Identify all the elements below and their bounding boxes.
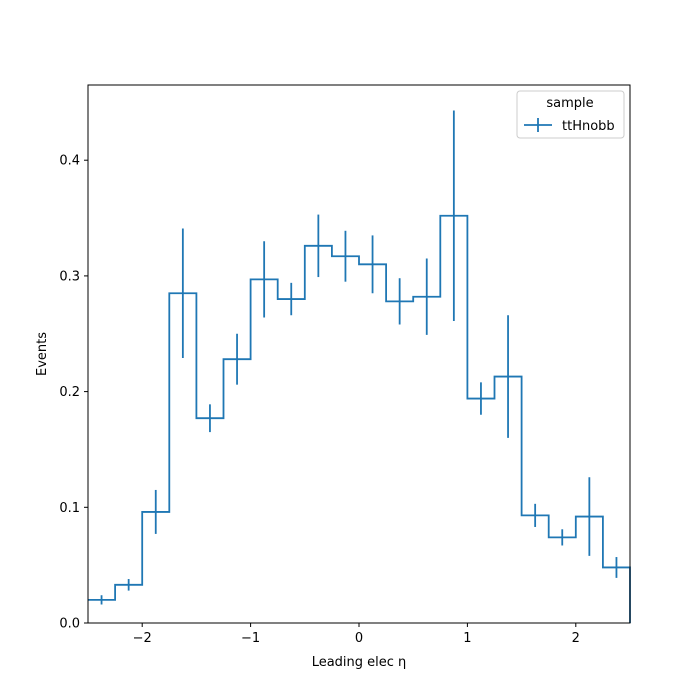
y-axis-label: Events (35, 332, 50, 376)
x-tick-label: −2 (133, 631, 152, 646)
x-tick-label: 0 (355, 631, 363, 646)
y-tick-label: 0.1 (59, 501, 80, 516)
y-tick-label: 0.0 (59, 617, 80, 632)
y-tick-label: 0.4 (59, 154, 80, 169)
legend-box (516, 90, 625, 139)
histogram-step-line (88, 214, 631, 623)
x-tick-label: 1 (463, 631, 471, 646)
y-axis: 0.0 0.1 0.2 0.3 0.4 (59, 154, 88, 632)
y-tick-label: 0.2 (59, 385, 80, 400)
legend: sample ttHnobb (516, 90, 625, 139)
x-axis-label: Leading elec η (312, 655, 407, 670)
plot-area (88, 110, 631, 623)
x-axis: −2 −1 0 1 2 (133, 623, 580, 646)
y-tick-label: 0.3 (59, 269, 80, 284)
legend-entry-label: ttHnobb (562, 119, 615, 134)
legend-title: sample (546, 96, 593, 111)
x-tick-label: −1 (241, 631, 260, 646)
x-tick-label: 2 (572, 631, 580, 646)
